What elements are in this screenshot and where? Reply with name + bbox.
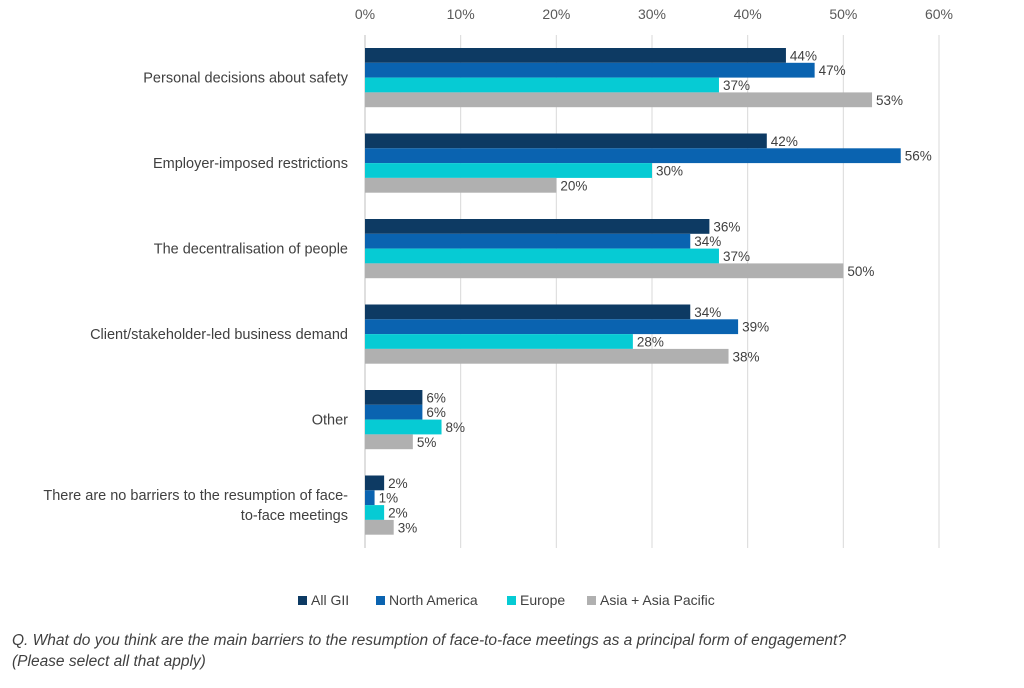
data-label: 2% — [388, 506, 408, 521]
data-label: 6% — [426, 390, 446, 405]
category-label: to-face meetings — [241, 508, 348, 524]
bar — [365, 319, 739, 335]
data-label: 1% — [379, 491, 399, 506]
data-label: 47% — [819, 63, 846, 78]
bar — [365, 92, 873, 108]
x-tick-label: 40% — [734, 6, 762, 22]
x-tick-label: 0% — [355, 6, 375, 22]
category-label: Employer-imposed restrictions — [153, 156, 348, 172]
legend-label: Asia + Asia Pacific — [600, 592, 715, 608]
x-tick-label: 30% — [638, 6, 666, 22]
data-label: 38% — [733, 349, 760, 364]
legend-label: North America — [389, 592, 478, 608]
bar — [365, 419, 442, 435]
data-label: 36% — [713, 219, 740, 234]
bar — [365, 62, 815, 78]
data-label: 44% — [790, 48, 817, 63]
legend-swatch — [376, 596, 385, 605]
bar — [365, 177, 557, 193]
legend-swatch — [298, 596, 307, 605]
data-label: 39% — [742, 320, 769, 335]
data-label: 56% — [905, 149, 932, 164]
bar — [365, 263, 844, 279]
bar — [365, 519, 394, 535]
bar — [365, 304, 691, 320]
bar — [365, 233, 691, 249]
bar — [365, 475, 385, 491]
legend-label: Europe — [520, 592, 565, 608]
bar — [365, 77, 719, 93]
legend-swatch — [507, 596, 516, 605]
x-tick-label: 60% — [925, 6, 953, 22]
data-label: 3% — [398, 520, 418, 535]
data-label: 30% — [656, 164, 683, 179]
bar — [365, 133, 767, 149]
bar — [365, 348, 729, 364]
bar — [365, 48, 786, 63]
bar — [365, 219, 710, 234]
bar — [365, 248, 719, 264]
bar — [365, 434, 413, 450]
data-label: 6% — [426, 405, 446, 420]
data-label: 8% — [446, 420, 466, 435]
bar — [365, 404, 423, 420]
data-label: 34% — [694, 234, 721, 249]
data-label: 2% — [388, 476, 408, 491]
data-label: 20% — [560, 178, 587, 193]
bar — [365, 505, 385, 520]
data-label: 34% — [694, 305, 721, 320]
data-label: 28% — [637, 335, 664, 350]
category-label: Other — [312, 413, 348, 429]
bar — [365, 334, 633, 349]
data-label: 53% — [876, 93, 903, 108]
bar — [365, 390, 423, 405]
x-tick-label: 50% — [829, 6, 857, 22]
category-label: The decentralisation of people — [154, 242, 348, 258]
bar — [365, 148, 901, 164]
bar — [365, 163, 652, 178]
bar-chart: 0% 10% 20% 30% 40% 50% 60% 44%47% 37% 53% Personal… — [43, 6, 953, 608]
question-caption: Q. What do you think are the main barrie… — [12, 630, 1016, 672]
x-tick-label: 20% — [542, 6, 570, 22]
caption-line-2: (Please select all that apply) — [12, 653, 206, 670]
category-label: Client/stakeholder-led business demand — [90, 327, 348, 343]
data-label: 37% — [723, 78, 750, 93]
x-tick-label: 10% — [447, 6, 475, 22]
data-label: 37% — [723, 249, 750, 264]
data-label: 5% — [417, 435, 437, 450]
category-label: There are no barriers to the resumption … — [43, 488, 348, 504]
legend-swatch — [587, 596, 596, 605]
legend-label: All GII — [311, 592, 349, 608]
category-label: Personal decisions about safety — [143, 71, 348, 87]
bar — [365, 490, 375, 506]
caption-line-1: Q. What do you think are the main barrie… — [12, 632, 846, 649]
data-label: 42% — [771, 134, 798, 149]
data-label: 50% — [847, 264, 874, 279]
